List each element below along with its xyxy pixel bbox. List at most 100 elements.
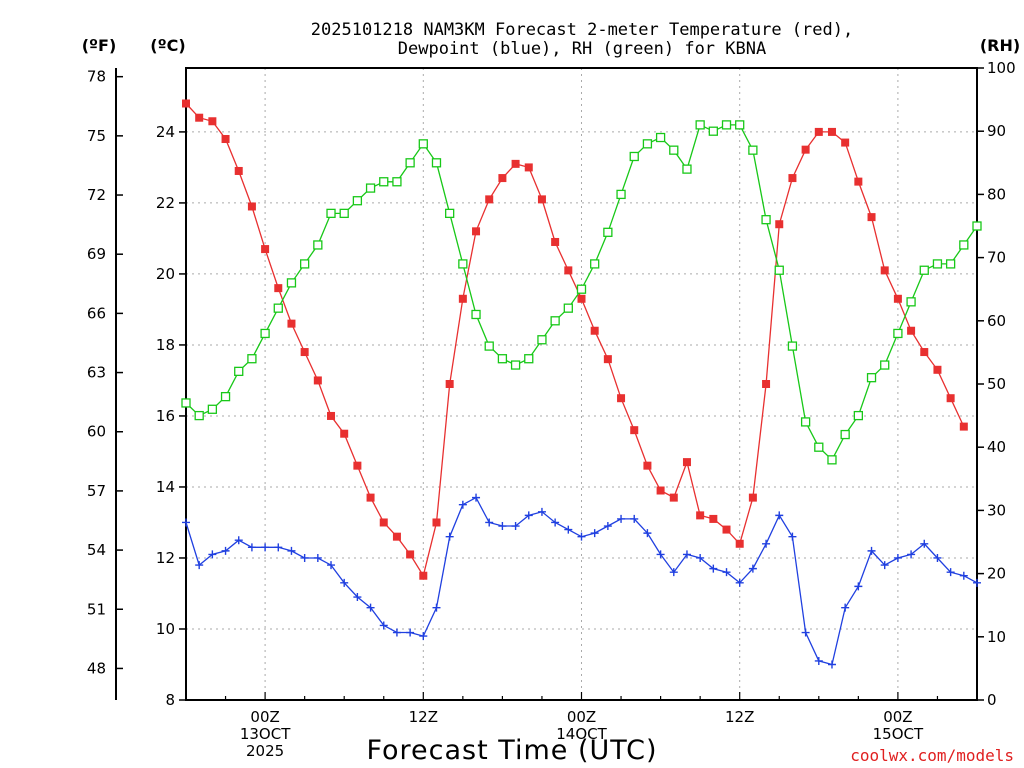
fahrenheit-tick-label: 57 bbox=[87, 482, 106, 500]
dewpoint-point bbox=[801, 628, 810, 637]
celsius-tick-label: 18 bbox=[156, 336, 175, 354]
temperature-point bbox=[893, 294, 902, 303]
dewpoint-point bbox=[445, 532, 454, 541]
rh-point bbox=[616, 189, 626, 200]
dewpoint-point bbox=[208, 550, 217, 559]
temperature-point bbox=[485, 195, 494, 204]
x-axis-title: Forecast Time (UTC) bbox=[366, 735, 657, 766]
dewpoint-point bbox=[195, 561, 204, 570]
rh-point bbox=[392, 177, 402, 187]
temperature-point bbox=[551, 237, 560, 246]
dewpoint-point bbox=[762, 539, 771, 548]
dewpoint-point bbox=[854, 582, 863, 591]
temperature-point bbox=[327, 411, 336, 420]
rh-point bbox=[721, 120, 732, 130]
rh-point bbox=[880, 360, 890, 370]
dewpoint-point bbox=[907, 550, 916, 559]
dewpoint-point bbox=[959, 571, 968, 580]
dewpoint-point bbox=[485, 518, 494, 527]
temperature-point bbox=[406, 550, 415, 559]
temperature-point bbox=[419, 571, 428, 580]
fahrenheit-tick-label: 69 bbox=[87, 245, 106, 263]
temperature-point bbox=[630, 426, 639, 435]
rh-point bbox=[932, 259, 943, 269]
dewpoint-point bbox=[577, 532, 586, 541]
rh-point bbox=[563, 303, 573, 313]
credit-text: coolwx.com/models bbox=[850, 746, 1014, 765]
dewpoint-point bbox=[933, 553, 942, 562]
rh-point bbox=[207, 404, 218, 414]
fahrenheit-tick-label: 48 bbox=[87, 659, 106, 677]
rh-point bbox=[537, 335, 547, 345]
series-temperature bbox=[182, 99, 968, 580]
rh-point bbox=[945, 259, 956, 269]
rh-point bbox=[893, 328, 903, 339]
x-tick-label: 14OCT bbox=[556, 725, 607, 743]
temperature-point bbox=[946, 394, 955, 403]
rh-point bbox=[484, 341, 494, 351]
rh-point bbox=[748, 145, 758, 155]
rh-point bbox=[576, 284, 587, 294]
dewpoint-point bbox=[327, 561, 336, 570]
rh-point bbox=[919, 265, 929, 275]
rh-point bbox=[682, 164, 692, 174]
dewpoint-point bbox=[366, 603, 375, 612]
temperature-point bbox=[340, 429, 349, 438]
x-tick-label: 15OCT bbox=[873, 725, 924, 743]
temperature-point bbox=[445, 380, 454, 388]
dewpoint-point bbox=[472, 493, 481, 502]
rh-point bbox=[866, 373, 877, 383]
dewpoint-point bbox=[551, 518, 560, 527]
dewpoint-point bbox=[630, 514, 639, 523]
rh-point bbox=[800, 417, 811, 427]
dewpoint-point bbox=[511, 522, 520, 531]
rh-point bbox=[471, 309, 481, 320]
rh-point bbox=[220, 391, 231, 402]
temperature-point bbox=[366, 493, 375, 502]
series-dewpoint bbox=[182, 493, 981, 669]
dewpoint-point bbox=[920, 539, 929, 548]
fahrenheit-tick-label: 78 bbox=[87, 68, 106, 86]
fahrenheit-tick-label: 51 bbox=[87, 600, 106, 618]
dewpoint-point bbox=[682, 550, 691, 559]
temperature-point bbox=[524, 163, 533, 172]
dewpoint-point bbox=[827, 660, 836, 669]
dewpoint-point bbox=[406, 628, 415, 637]
dewpoint-point bbox=[603, 522, 612, 531]
fahrenheit-tick-label: 66 bbox=[87, 304, 106, 322]
temperature-point bbox=[814, 127, 823, 136]
rh-tick-label: 10 bbox=[987, 628, 1006, 646]
rh-tick-label: 30 bbox=[987, 501, 1006, 519]
dewpoint-point bbox=[775, 511, 784, 520]
rh-point bbox=[959, 240, 969, 250]
dewpoint-point bbox=[973, 578, 981, 587]
dewpoint-point bbox=[590, 529, 599, 538]
dewpoint-point bbox=[841, 603, 850, 612]
rh-point bbox=[181, 398, 191, 408]
temperature-point bbox=[775, 220, 784, 229]
dewpoint-point bbox=[524, 511, 533, 520]
rh-point bbox=[761, 215, 771, 225]
temperature-point bbox=[841, 138, 850, 147]
chart-title-line1: 2025101218 NAM3KM Forecast 2-meter Tempe… bbox=[311, 20, 853, 40]
temperature-point bbox=[353, 461, 362, 470]
fahrenheit-tick-label: 54 bbox=[87, 541, 106, 559]
rh-tick-label: 100 bbox=[987, 59, 1016, 77]
rh-point bbox=[774, 265, 784, 275]
temperature-point bbox=[722, 525, 731, 534]
dewpoint-point bbox=[261, 543, 270, 552]
rh-point bbox=[642, 139, 653, 149]
temperature-point bbox=[247, 202, 256, 211]
rh-point bbox=[708, 126, 718, 136]
dewpoint-point bbox=[946, 568, 955, 577]
temperature-point bbox=[643, 461, 652, 470]
temperature-point bbox=[827, 127, 836, 136]
temperature-point bbox=[867, 213, 876, 222]
rh-point bbox=[445, 208, 455, 219]
dewpoint-point bbox=[669, 568, 678, 577]
celsius-unit-label: (ºC) bbox=[150, 36, 185, 55]
rh-point bbox=[234, 366, 244, 377]
rh-point bbox=[669, 145, 679, 155]
